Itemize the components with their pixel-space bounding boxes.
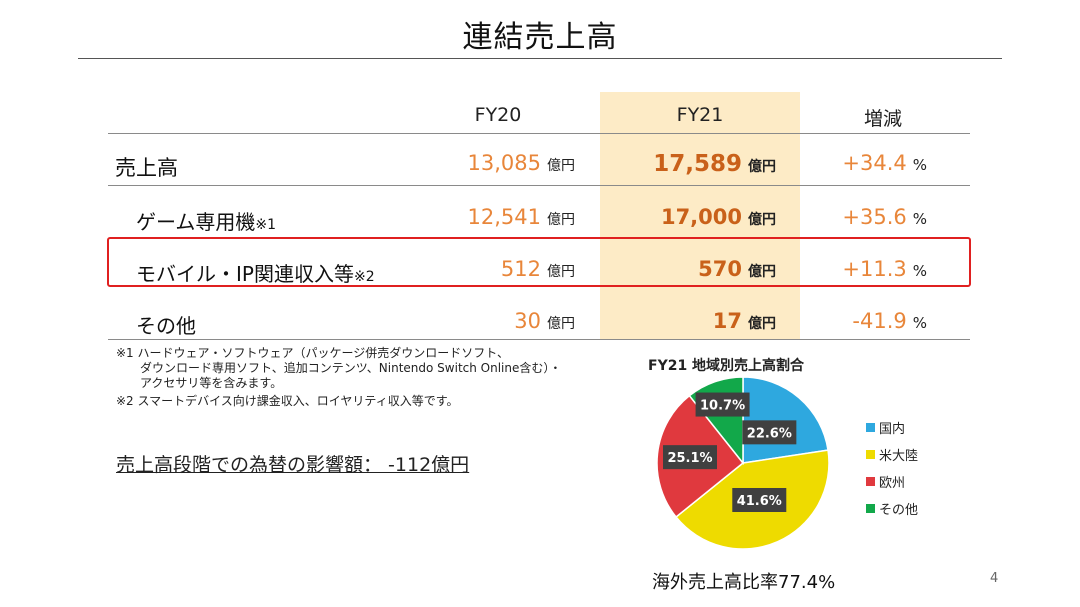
pie-label-box [663, 445, 718, 470]
unit-fy21: 億円 [748, 264, 776, 280]
value-change: +11.3 [842, 257, 907, 281]
table-cell-fy21: 570 億円 [596, 257, 776, 281]
header-fy21: FY21 [676, 104, 724, 126]
footnote-line: ※1 ハードウェア・ソフトウェア（パッケージ併売ダウンロードソフト、 [116, 346, 510, 360]
pie-chart: 22.6% 41.6% 25.1% 10.7% [656, 376, 830, 550]
highlight-box [107, 237, 971, 287]
row-label-text: モバイル・IP関連収入等 [136, 262, 354, 286]
table-cell-fy20: 13,085 億円 [395, 151, 575, 175]
footnote-line: アクセサリ等を含みます。 [116, 376, 283, 390]
legend-label: 米大陸 [879, 449, 919, 464]
table-rule [108, 133, 970, 134]
legend-swatch [866, 450, 875, 459]
unit-fy21: 億円 [748, 159, 776, 175]
footnote-line: ダウンロード専用ソフト、追加コンテンツ、Nintendo Switch Onli… [116, 361, 562, 375]
legend-label: 国内 [879, 422, 906, 437]
pie-label-text: 22.6% [747, 426, 792, 441]
unit-fy21: 億円 [748, 316, 776, 332]
pie-label-box [695, 392, 750, 417]
table-row-label: ゲーム専用機※1 [136, 206, 276, 235]
value-fy20: 30 [514, 309, 541, 333]
row-label-note: ※2 [353, 269, 375, 285]
pie-label-box [742, 420, 797, 445]
value-change: +34.4 [842, 151, 907, 175]
pie-data-label-3: 10.7% [695, 392, 750, 417]
row-label-note: ※1 [255, 217, 277, 233]
chart-legend: 国内米大陸欧州その他 [866, 414, 918, 522]
table-cell-change: -41.9% [747, 309, 927, 333]
table-cell-change: +35.6% [747, 205, 927, 229]
unit-change: % [912, 210, 927, 228]
header-change: 増減 [863, 108, 902, 130]
value-fy20: 13,085 [467, 151, 541, 175]
pie-label-text: 25.1% [667, 451, 712, 466]
table-cell-fy21: 17,589 億円 [596, 151, 776, 177]
unit-fy20: 億円 [547, 316, 575, 332]
row-label-text: その他 [136, 314, 196, 338]
table-cell-fy21: 17 億円 [596, 309, 776, 333]
legend-item-0: 国内 [866, 414, 918, 441]
legend-item-2: 欧州 [866, 468, 918, 495]
page-number: 4 [990, 571, 999, 586]
row-label-text: 売上高 [115, 156, 178, 180]
unit-change: % [912, 156, 927, 174]
table-cell-fy21: 17,000 億円 [596, 205, 776, 229]
table-row-label: 売上高 [115, 152, 178, 182]
chart-title: FY21 地域別売上高割合 [648, 358, 805, 374]
legend-item-3: その他 [866, 495, 918, 522]
table-cell-change: +11.3% [747, 257, 927, 281]
value-fy21: 570 [698, 257, 742, 281]
pie-label-box [732, 487, 787, 512]
pie-data-label-0: 22.6% [742, 420, 797, 445]
legend-swatch [866, 504, 875, 513]
value-fy21: 17,589 [653, 151, 742, 177]
overseas-ratio: 海外売上高比率77.4% [652, 572, 836, 593]
value-fy21: 17 [712, 309, 742, 333]
legend-label: その他 [879, 503, 919, 518]
table-row-label: その他 [136, 310, 196, 339]
legend-swatch [866, 477, 875, 486]
legend-item-1: 米大陸 [866, 441, 918, 468]
table-rule [108, 339, 970, 340]
pie-data-label-1: 41.6% [732, 487, 787, 512]
legend-label: 欧州 [879, 476, 906, 491]
value-fy21: 17,000 [660, 205, 742, 229]
pie-data-label-2: 25.1% [663, 445, 718, 470]
unit-fy21: 億円 [748, 212, 776, 228]
fx-impact-text: 売上高段階での為替の影響額： -112億円 [116, 454, 470, 476]
table-cell-fy20: 12,541 億円 [395, 205, 575, 229]
unit-fy20: 億円 [547, 212, 575, 228]
value-change: +35.6 [842, 205, 907, 229]
value-change: -41.9 [852, 309, 907, 333]
table-rule [108, 185, 970, 186]
row-label-text: ゲーム専用機 [136, 210, 256, 234]
footnote-line: ※2 スマートデバイス向け課金収入、ロイヤリティ収入等です。 [116, 394, 459, 408]
legend-swatch [866, 423, 875, 432]
pie-label-text: 41.6% [737, 494, 782, 509]
page-title: 連結売上高 [462, 20, 618, 55]
value-fy20: 12,541 [467, 205, 541, 229]
pie-slice-0 [742, 376, 829, 464]
table-cell-fy20: 512 億円 [395, 257, 575, 281]
unit-change: % [912, 262, 927, 280]
pie-label-text: 10.7% [700, 399, 745, 414]
value-fy20: 512 [500, 257, 541, 281]
unit-fy20: 億円 [547, 264, 575, 280]
table-row-label: モバイル・IP関連収入等※2 [136, 258, 375, 287]
table-cell-fy20: 30 億円 [395, 309, 575, 333]
unit-fy20: 億円 [547, 158, 575, 174]
unit-change: % [912, 314, 927, 332]
header-fy20: FY20 [474, 104, 522, 126]
title-divider [78, 58, 1002, 59]
table-cell-change: +34.4% [747, 151, 927, 175]
